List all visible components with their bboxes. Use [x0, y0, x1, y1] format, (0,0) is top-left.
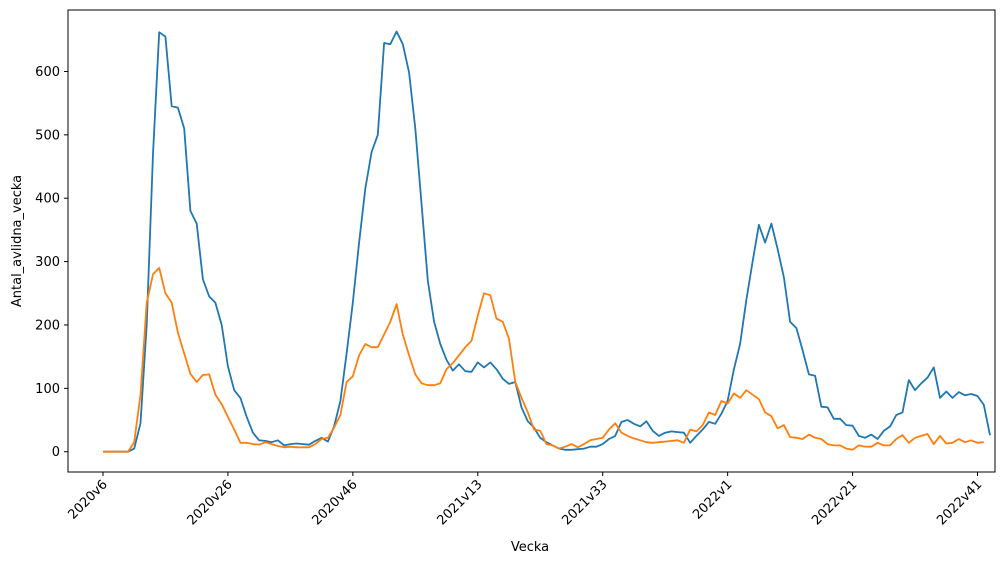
x-tick-label: 2020v26: [185, 477, 236, 528]
y-axis-label: Antal_avlidna_vecka: [10, 175, 25, 307]
x-axis: 2020v6 2020v26 2020v46 2021v13 2021v33 2022v1…: [66, 472, 985, 528]
x-tick-label: 2022v21: [809, 477, 860, 528]
plot-area: [67, 9, 996, 473]
x-tick-label: 2021v33: [559, 477, 610, 528]
y-tick-label: 0: [52, 445, 60, 460]
x-tick-label: 2020v6: [66, 477, 111, 522]
series-layer: [103, 30, 991, 453]
y-tick-label: 500: [35, 128, 60, 143]
x-tick-label: 2022v1: [690, 477, 735, 522]
y-tick-label: 200: [35, 318, 60, 333]
y-tick-label: 600: [35, 65, 60, 80]
y-axis: 0 100 200 300 400 500 600: [35, 65, 68, 460]
y-tick-label: 400: [35, 192, 60, 207]
x-tick-label: 2021v13: [434, 477, 485, 528]
x-tick-label: 2022v41: [934, 477, 985, 528]
x-axis-label: Vecka: [511, 540, 549, 555]
x-tick-label: 2020v46: [310, 477, 361, 528]
y-tick-label: 300: [35, 255, 60, 270]
y-tick-label: 100: [35, 382, 60, 397]
series-line-2: [103, 266, 984, 453]
